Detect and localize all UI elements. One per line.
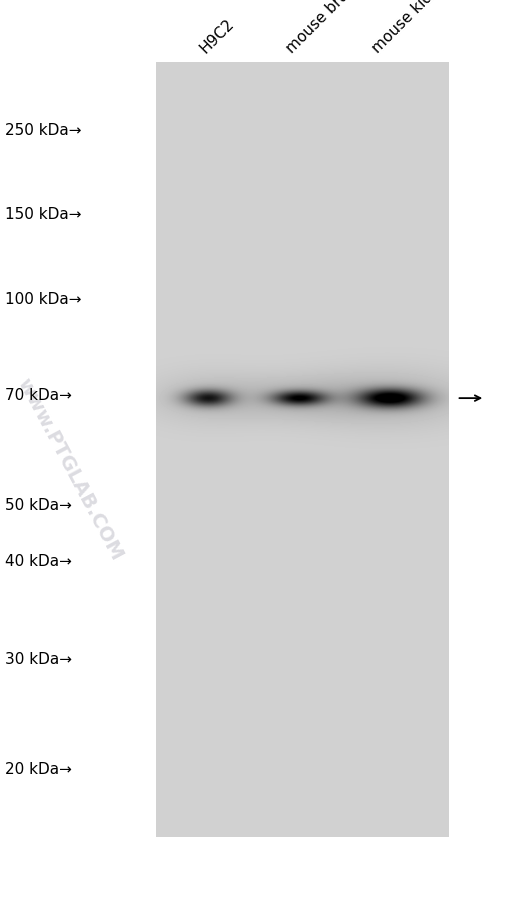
Text: 50 kDa→: 50 kDa→ xyxy=(5,498,72,512)
Text: 250 kDa→: 250 kDa→ xyxy=(5,124,82,138)
Text: 100 kDa→: 100 kDa→ xyxy=(5,292,82,307)
Bar xyxy=(156,63,448,837)
Text: 150 kDa→: 150 kDa→ xyxy=(5,207,82,222)
Text: www.PTGLAB.COM: www.PTGLAB.COM xyxy=(14,374,126,564)
Text: mouse kidney: mouse kidney xyxy=(369,0,456,56)
Text: 40 kDa→: 40 kDa→ xyxy=(5,554,72,568)
Text: 20 kDa→: 20 kDa→ xyxy=(5,761,72,776)
Text: 30 kDa→: 30 kDa→ xyxy=(5,651,72,666)
Text: mouse brain: mouse brain xyxy=(283,0,361,56)
Text: 70 kDa→: 70 kDa→ xyxy=(5,388,72,402)
Text: H9C2: H9C2 xyxy=(198,16,237,56)
